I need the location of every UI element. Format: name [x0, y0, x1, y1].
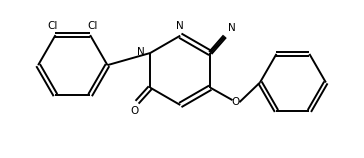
Text: Cl: Cl	[88, 21, 98, 31]
Text: N: N	[177, 21, 184, 31]
Text: O: O	[231, 97, 240, 107]
Text: Cl: Cl	[48, 21, 58, 31]
Text: N: N	[228, 23, 236, 33]
Text: N: N	[137, 47, 145, 57]
Text: O: O	[130, 106, 138, 116]
